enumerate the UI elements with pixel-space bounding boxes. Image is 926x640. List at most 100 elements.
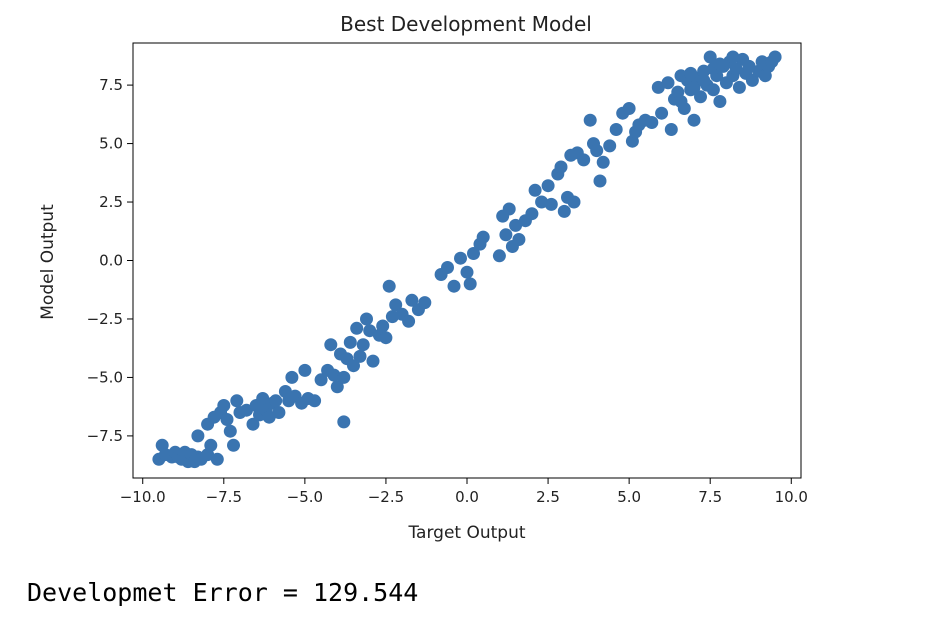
data-point: [684, 66, 698, 80]
data-point: [402, 314, 416, 328]
y-tick-label: −7.5: [87, 427, 123, 445]
x-tick-label: 5.0: [617, 488, 641, 506]
x-tick-label: −7.5: [206, 488, 242, 506]
data-point: [217, 399, 231, 412]
data-point: [210, 452, 224, 466]
data-point: [347, 359, 360, 373]
development-error-output: Developmet Error = 129.544: [27, 578, 419, 607]
data-point: [463, 277, 477, 291]
y-axis-ticks: −7.5 −5.0 −2.5 0.0 2.5 5.0 7.5: [87, 76, 133, 445]
data-point: [603, 139, 617, 153]
data-point: [577, 153, 591, 167]
x-axis-label: Target Output: [407, 523, 525, 543]
data-point: [460, 265, 474, 279]
data-point: [467, 247, 480, 260]
data-point: [337, 370, 351, 384]
x-tick-label: 7.5: [698, 488, 722, 506]
data-point: [454, 251, 467, 265]
data-point: [687, 113, 701, 127]
data-point: [269, 394, 283, 408]
data-point: [674, 95, 688, 108]
data-points: [152, 50, 782, 469]
data-point: [664, 123, 678, 136]
y-tick-label: 5.0: [99, 135, 123, 153]
data-point: [713, 57, 727, 71]
data-point: [645, 116, 659, 129]
data-point: [732, 80, 746, 94]
data-point: [492, 249, 506, 263]
data-point: [651, 80, 665, 94]
data-point: [593, 174, 607, 188]
data-point: [528, 183, 542, 197]
data-point: [661, 76, 675, 90]
data-point: [308, 394, 322, 408]
data-point: [567, 195, 581, 209]
data-point: [298, 363, 312, 377]
data-point: [223, 424, 237, 438]
data-point: [768, 50, 782, 64]
data-point: [687, 80, 701, 94]
data-point: [343, 335, 357, 349]
data-point: [382, 279, 396, 293]
data-point: [324, 338, 338, 352]
data-point: [697, 73, 711, 87]
data-point: [525, 207, 539, 221]
data-point: [509, 218, 523, 232]
data-point: [327, 368, 341, 382]
data-point: [590, 144, 604, 158]
data-point: [246, 417, 260, 431]
data-point: [230, 394, 244, 408]
data-point: [745, 73, 759, 87]
data-point: [609, 123, 623, 136]
data-point: [655, 106, 669, 120]
data-point: [376, 319, 390, 333]
data-point: [441, 261, 454, 274]
data-point: [554, 160, 568, 174]
x-tick-label: −5.0: [287, 488, 323, 506]
data-point: [350, 321, 364, 335]
y-tick-label: 0.0: [99, 252, 123, 270]
chart-title: Best Development Model: [340, 12, 592, 36]
data-point: [697, 64, 711, 78]
data-point: [337, 415, 351, 429]
data-point: [353, 349, 367, 363]
data-point: [360, 312, 373, 326]
data-point: [583, 113, 597, 127]
data-point: [512, 233, 526, 246]
y-tick-label: −5.0: [87, 368, 123, 386]
data-point: [596, 155, 610, 169]
data-point: [314, 373, 328, 387]
data-point: [544, 197, 558, 211]
data-point: [204, 438, 218, 452]
data-point: [703, 50, 717, 64]
data-point: [535, 195, 549, 209]
data-point: [405, 293, 419, 307]
data-point: [385, 310, 399, 324]
data-point: [366, 354, 380, 368]
data-point: [389, 298, 403, 312]
plot-frame: [132, 42, 802, 479]
data-point: [447, 279, 461, 293]
y-tick-label: −2.5: [87, 310, 123, 328]
scatter-chart: Best Development Model −10.0 −7.5 −5.0 −2.5…: [38, 12, 808, 543]
data-point: [227, 438, 240, 452]
data-point: [418, 296, 432, 310]
data-point: [706, 83, 720, 97]
x-tick-label: −2.5: [368, 488, 404, 506]
data-point: [476, 230, 490, 244]
data-point: [191, 429, 205, 443]
data-point: [256, 392, 270, 405]
data-point: [742, 59, 756, 73]
data-point: [330, 380, 344, 394]
data-point: [220, 413, 234, 426]
data-point: [363, 324, 377, 338]
y-tick-label: 2.5: [99, 193, 123, 211]
data-point: [285, 370, 299, 384]
data-point: [262, 410, 276, 424]
data-point: [622, 102, 636, 115]
x-tick-label: −10.0: [120, 488, 166, 506]
x-tick-label: 0.0: [455, 488, 479, 506]
data-point: [694, 90, 707, 104]
data-point: [713, 95, 727, 108]
data-point: [272, 406, 286, 419]
